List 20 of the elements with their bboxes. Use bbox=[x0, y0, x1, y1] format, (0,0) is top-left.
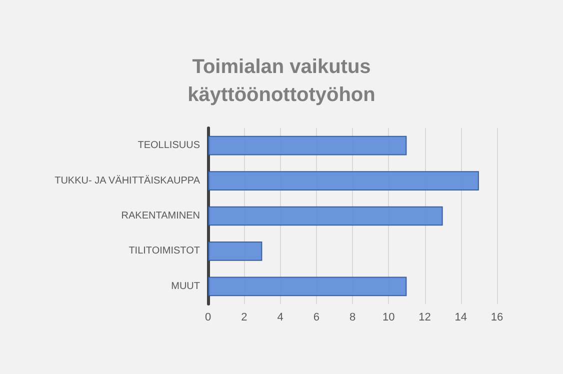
bar bbox=[208, 242, 262, 261]
x-tick-label: 2 bbox=[241, 312, 248, 324]
chart-title: Toimialan vaikutus käyttöönottotyöhon bbox=[188, 56, 376, 106]
bar bbox=[208, 206, 443, 226]
x-tick-label: 10 bbox=[382, 312, 395, 324]
y-tick-label: MUUT bbox=[171, 280, 200, 292]
bar bbox=[208, 171, 479, 190]
x-tick-label: 0 bbox=[204, 312, 212, 324]
y-tick-label: TILITOIMISTOT bbox=[128, 246, 200, 257]
x-tick-label: 6 bbox=[313, 312, 320, 324]
x-tick-label: 16 bbox=[490, 312, 504, 324]
x-tick-label: 14 bbox=[454, 312, 467, 324]
bar bbox=[208, 136, 407, 156]
y-tick-label: TUKKU- JA VÄHITTÄISKAUPPA bbox=[54, 174, 200, 186]
y-tick-label: TEOLLISUUS bbox=[138, 140, 200, 152]
bar bbox=[208, 276, 407, 296]
x-tick-label: 12 bbox=[418, 312, 431, 324]
y-tick-label: RAKENTAMINEN bbox=[121, 210, 200, 222]
x-tick-label: 4 bbox=[277, 312, 284, 324]
x-tick-label: 8 bbox=[349, 312, 356, 324]
